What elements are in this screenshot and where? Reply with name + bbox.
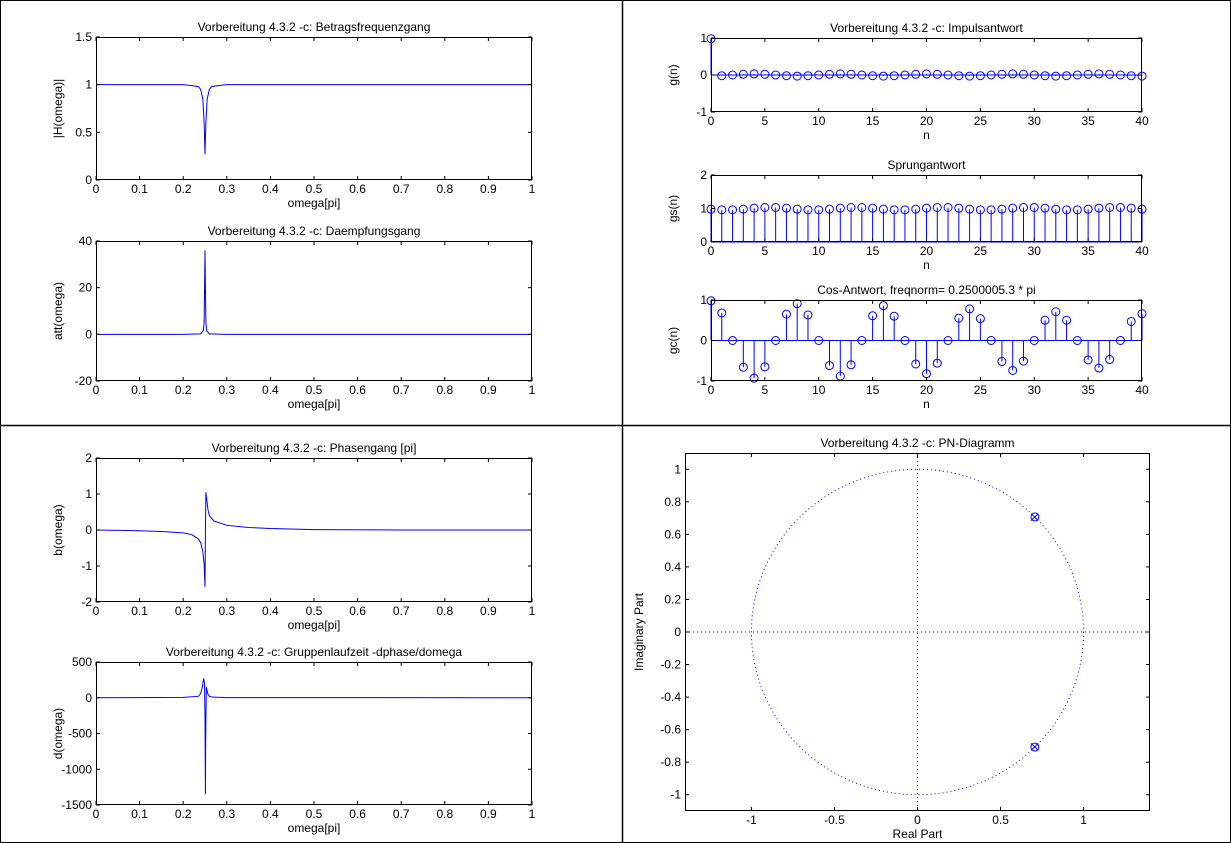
chart-att-group: 0 0.1 0.2 0.3 0.4 0.5 0.6 0.7 0.8 0.9 1-2002040Vor… xyxy=(51,224,536,411)
x-tick-label: 30 xyxy=(1028,383,1042,397)
x-tick-label: 0 xyxy=(914,813,921,827)
x-tick-label: 0.2 xyxy=(175,807,192,821)
x-tick-label: 10 xyxy=(812,383,826,397)
x-axis-label: Real Part xyxy=(892,827,943,841)
y-tick-label: 1 xyxy=(674,462,681,476)
y-tick-label: -20 xyxy=(75,374,93,388)
x-tick-label: 0.4 xyxy=(262,383,279,397)
y-tick-label: -500 xyxy=(68,727,92,741)
y-axis-label: gc(n) xyxy=(666,327,680,354)
x-tick-label: 0.6 xyxy=(349,807,366,821)
y-tick-label: 1 xyxy=(700,293,707,307)
y-axis-label: att(omega) xyxy=(51,282,65,340)
chart-title: Vorbereitung 4.3.2 -c: PN-Diagramm xyxy=(820,436,1014,450)
x-tick-label: 0.3 xyxy=(218,807,235,821)
x-tick-label: 0.8 xyxy=(436,807,453,821)
x-tick-label: 0.4 xyxy=(262,807,279,821)
cell-top-right: 0 5 10 15 20 25 30 35 40 -1 0 1 Vorbereitung 4.3.2 -… xyxy=(623,0,1231,425)
x-tick-label: 0.7 xyxy=(393,807,410,821)
y-tick-label: -1500 xyxy=(61,798,92,812)
x-tick-label: 0 xyxy=(93,383,100,397)
chart-title: Cos-Antwort, freqnorm= 0.2500005.3 * pi xyxy=(817,283,1035,297)
x-tick-label: 1 xyxy=(529,807,536,821)
plot-area xyxy=(96,241,532,381)
y-tick-label: 0 xyxy=(85,691,92,705)
x-tick-label: 0.5 xyxy=(306,383,323,397)
chart-pn: -1 -0.5 0 0.5 1 -1 -0.8 -0.6 -0.4 -0.2 0 0.2 0.4 0.6 0… xyxy=(632,436,1150,841)
x-tick-label: 0.5 xyxy=(306,807,323,821)
y-tick-label: -1 xyxy=(696,374,707,388)
x-axis-label: omega[pi] xyxy=(288,397,341,411)
x-axis-label: omega[pi] xyxy=(288,821,341,835)
y-axis-label: d(omega) xyxy=(51,708,65,759)
cell-bottom-left: 0 0.1 0.2 0.3 0.4 0.5 0.6 0.7 0.8 0.9 1 -2 -1 0 1 2 Vorb… xyxy=(0,426,622,843)
x-axis-label: n xyxy=(923,397,930,411)
x-tick-label: 0.1 xyxy=(131,383,148,397)
y-tick-label: -1 xyxy=(670,788,681,802)
y-tick-label: 20 xyxy=(79,281,93,295)
x-tick-label: 0 xyxy=(708,383,715,397)
x-tick-label: 0.8 xyxy=(436,383,453,397)
x-tick-label: 0.1 xyxy=(131,807,148,821)
plot-area xyxy=(96,662,532,805)
y-tick-label: 0.2 xyxy=(664,592,681,606)
x-tick-label: -1 xyxy=(746,813,757,827)
y-tick-label: 0.6 xyxy=(664,527,681,541)
y-tick-label: 0.4 xyxy=(664,560,681,574)
x-tick-label: 0.9 xyxy=(480,807,497,821)
x-tick-label: 20 xyxy=(920,383,934,397)
y-tick-label: 0 xyxy=(674,625,681,639)
x-tick-label: 5 xyxy=(762,383,769,397)
x-tick-label: 0.2 xyxy=(175,383,192,397)
x-tick-label: 0.9 xyxy=(480,383,497,397)
x-tick-label: 25 xyxy=(974,383,988,397)
y-tick-label: 500 xyxy=(72,655,92,669)
y-tick-label: 0.8 xyxy=(664,495,681,509)
x-tick-label: 35 xyxy=(1081,383,1095,397)
y-tick-label: 40 xyxy=(79,234,93,248)
chart-att: 0 0.1 0.2 0.3 0.4 0.5 0.6 0.7 0.8 0.9 1-2002040Vor… xyxy=(51,224,536,411)
y-tick-label: 0 xyxy=(700,334,707,348)
chart-group-group: 0 0.1 0.2 0.3 0.4 0.5 0.6 0.7 0.8 0.9 1 -1500 -1000 -… xyxy=(51,645,536,835)
cell-top-left: 0 0.1 0.2 0.3 0.4 0.5 0.6 0.7 0.8 0.9 1 0 0.5 1 1.5 Vor… xyxy=(0,0,622,425)
y-tick-label: -0.6 xyxy=(660,723,681,737)
x-tick-label: 40 xyxy=(1135,383,1149,397)
y-tick-label: -0.8 xyxy=(660,755,681,769)
x-tick-label: 0.6 xyxy=(349,383,366,397)
y-tick-label: -1000 xyxy=(61,762,92,776)
y-tick-label: 0 xyxy=(85,327,92,341)
chart-title: Vorbereitung 4.3.2 -c: Daempfungsgang xyxy=(208,224,421,238)
y-tick-label: -0.4 xyxy=(660,690,681,704)
x-tick-label: 15 xyxy=(866,383,880,397)
y-tick-label: -0.2 xyxy=(660,658,681,672)
x-tick-label: 1 xyxy=(1080,813,1087,827)
y-axis-label: Imaginary Part xyxy=(632,592,646,671)
chart-title: Vorbereitung 4.3.2 -c: Gruppenlaufzeit -… xyxy=(166,645,463,659)
x-tick-label: 0.5 xyxy=(992,813,1009,827)
x-tick-label: 0.7 xyxy=(393,383,410,397)
x-tick-label: 0.3 xyxy=(218,383,235,397)
chart-group: 0 0.1 0.2 0.3 0.4 0.5 0.6 0.7 0.8 0.9 1 -1500 -1000 -… xyxy=(51,645,536,835)
cell-bottom-right: -1 -0.5 0 0.5 1 -1 -0.8 -0.6 -0.4 -0.2 0 0.2 0.4 0.6 0… xyxy=(623,426,1231,843)
x-tick-label: 1 xyxy=(529,383,536,397)
x-tick-label: 0 xyxy=(93,807,100,821)
x-tick-label: -0.5 xyxy=(824,813,845,827)
chart-pn-group: -1 -0.5 0 0.5 1 -1 -0.8 -0.6 -0.4 -0.2 0 0.2 0.4 0.6 0… xyxy=(632,436,1150,841)
